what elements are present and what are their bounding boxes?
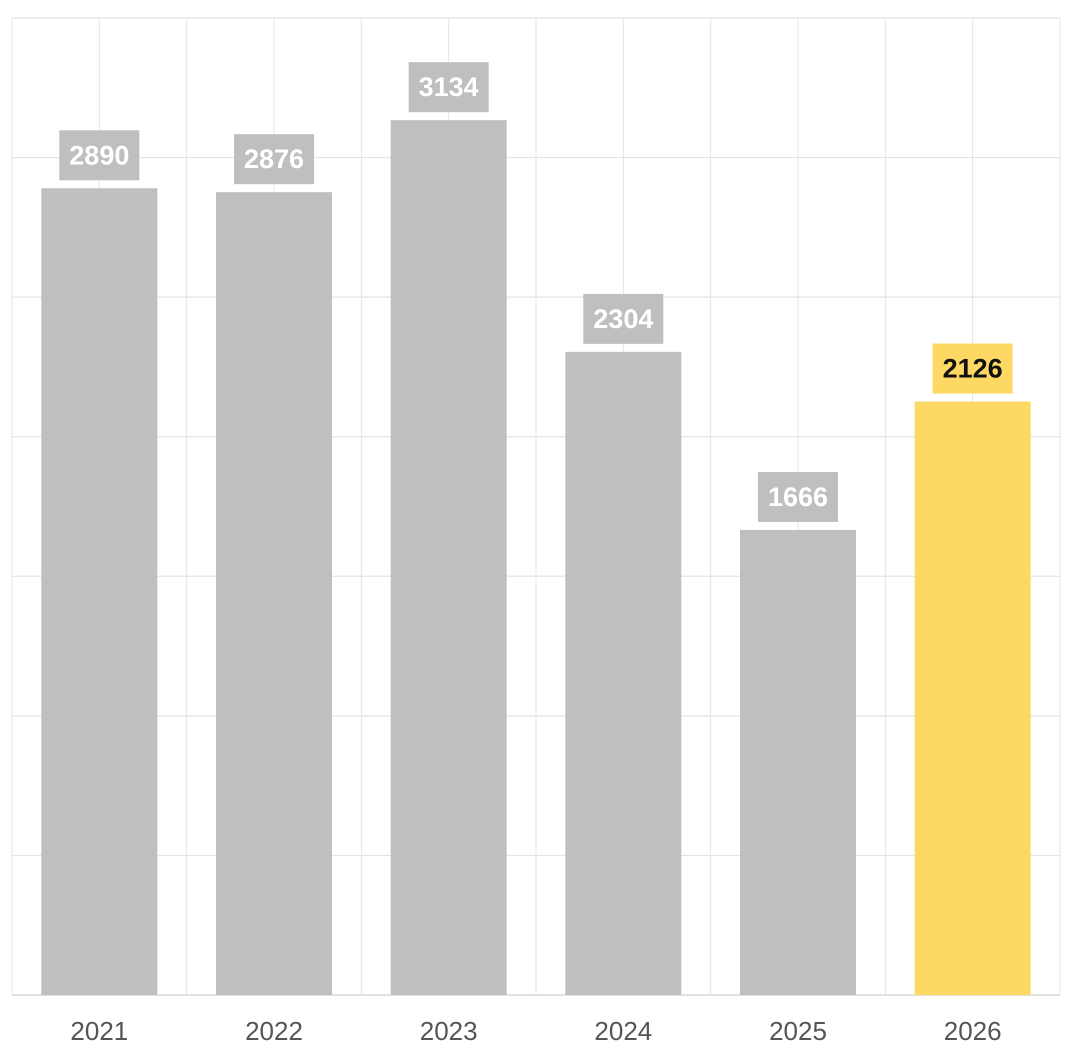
x-tick-label-2021: 2021 bbox=[70, 1016, 128, 1046]
bar-2026[interactable] bbox=[914, 401, 1031, 995]
data-label-bg-2026 bbox=[932, 343, 1013, 394]
bar-2025[interactable] bbox=[740, 529, 856, 995]
grid-layer bbox=[11, 17, 1061, 996]
data-label-layer: 2890 2876 3134 2304 1666 2126 bbox=[59, 62, 1013, 522]
data-label-2023: 3134 bbox=[419, 72, 479, 102]
bar-2024[interactable] bbox=[565, 351, 682, 995]
x-tick-label-2022: 2022 bbox=[245, 1016, 303, 1046]
data-label-2022: 2876 bbox=[244, 144, 304, 174]
bar-2022[interactable] bbox=[216, 192, 332, 995]
x-tick-label-2024: 2024 bbox=[594, 1016, 652, 1046]
bar-2021[interactable] bbox=[41, 188, 158, 995]
x-tick-label-2023: 2023 bbox=[420, 1016, 478, 1046]
data-label-bg-2022 bbox=[234, 134, 314, 185]
data-label-2024: 2304 bbox=[593, 304, 653, 334]
data-label-2025: 1666 bbox=[768, 482, 828, 512]
data-label-bg-2024 bbox=[583, 293, 664, 344]
bar-layer bbox=[41, 120, 1031, 996]
data-label-2021: 2890 bbox=[69, 140, 129, 170]
data-label-bg-2021 bbox=[59, 130, 140, 181]
data-label-2026: 2126 bbox=[943, 354, 1003, 384]
data-label-bg-2023 bbox=[408, 62, 489, 113]
x-tick-layer: 2021 2022 2023 2024 2025 2026 bbox=[70, 1016, 1001, 1046]
data-label-bg-2025 bbox=[758, 471, 838, 522]
bar-2023[interactable] bbox=[390, 120, 507, 996]
x-tick-label-2025: 2025 bbox=[769, 1016, 827, 1046]
x-tick-label-2026: 2026 bbox=[944, 1016, 1002, 1046]
